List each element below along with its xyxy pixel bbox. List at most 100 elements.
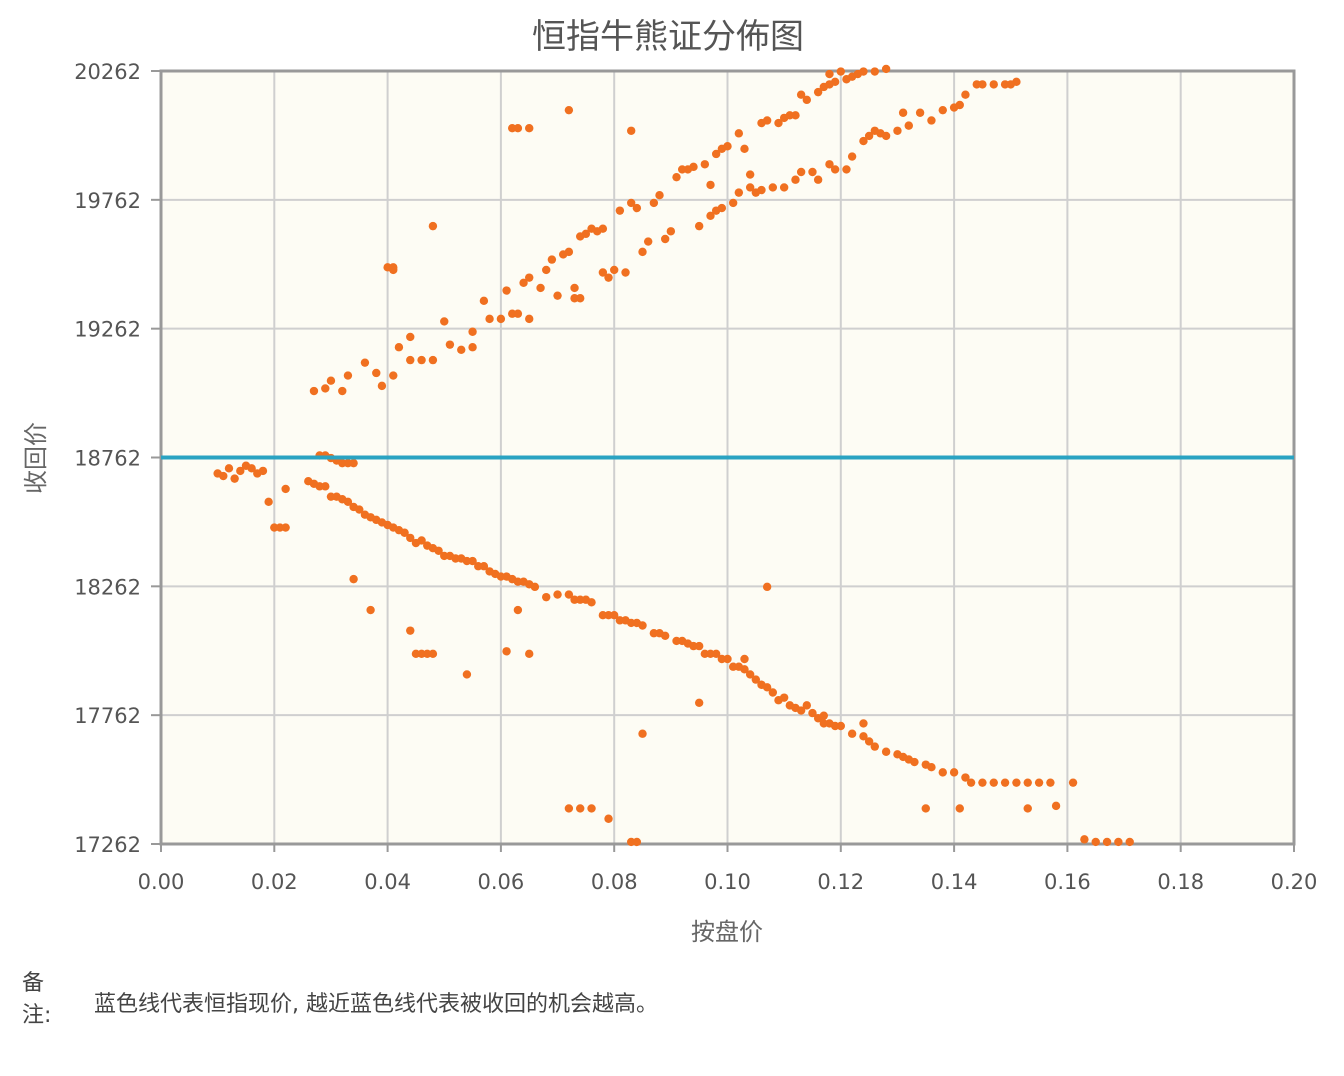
data-point <box>978 778 987 787</box>
data-point <box>632 837 642 847</box>
data-point <box>1102 837 1112 847</box>
data-point <box>349 458 358 468</box>
data-point <box>802 95 812 105</box>
x-tick-label: 0.18 <box>1157 870 1204 894</box>
data-point <box>587 804 596 813</box>
data-point <box>745 670 755 679</box>
data-point <box>921 804 930 813</box>
data-point <box>496 314 506 324</box>
data-point <box>717 203 727 213</box>
data-point <box>1080 835 1089 844</box>
x-tick-label: 0.00 <box>138 870 185 894</box>
data-point <box>955 804 964 813</box>
data-point <box>836 721 845 731</box>
data-point <box>638 621 647 630</box>
data-point <box>779 693 789 702</box>
data-point <box>751 675 761 684</box>
data-point <box>479 296 489 306</box>
data-point <box>898 108 908 117</box>
data-point <box>615 206 625 215</box>
data-point <box>955 100 964 110</box>
x-axis-label: 按盘价 <box>691 918 763 946</box>
x-tick-label: 0.08 <box>591 870 638 894</box>
data-point <box>1068 778 1078 787</box>
data-point <box>434 546 443 555</box>
scatter-chart: 恒指牛熊证分佈图 17262 17762 18262 18762 19262 19762 2… <box>22 17 1318 946</box>
data-point <box>859 719 868 728</box>
data-point <box>1023 778 1032 787</box>
data-point <box>791 175 800 184</box>
data-point <box>502 647 511 656</box>
data-point <box>377 381 387 391</box>
data-point <box>258 466 268 476</box>
data-points <box>213 64 1134 847</box>
data-point <box>643 237 653 246</box>
data-point <box>564 247 574 257</box>
data-point <box>859 67 868 76</box>
x-tick-label: 0.02 <box>251 870 298 894</box>
x-tick-label: 0.20 <box>1271 870 1318 894</box>
data-point <box>530 582 540 592</box>
y-tick-label: 17262 <box>74 833 141 857</box>
data-point <box>706 211 715 221</box>
data-point <box>864 737 874 746</box>
data-point <box>485 314 494 324</box>
x-tick-label: 0.14 <box>931 870 978 894</box>
data-point <box>428 355 438 365</box>
data-point <box>830 77 840 87</box>
data-point <box>762 582 772 592</box>
data-point <box>813 87 823 97</box>
data-point <box>536 283 545 293</box>
data-point <box>1125 837 1134 847</box>
data-point <box>660 234 670 244</box>
data-point <box>564 105 574 115</box>
data-point <box>417 355 426 365</box>
data-point <box>264 497 273 507</box>
data-point <box>462 670 472 679</box>
data-point <box>881 64 891 74</box>
data-point <box>711 149 721 159</box>
data-point <box>621 268 630 277</box>
data-point <box>360 358 370 367</box>
data-point <box>723 654 732 664</box>
data-point <box>1012 77 1021 87</box>
data-point <box>711 649 721 659</box>
data-point <box>728 198 738 208</box>
data-point <box>553 590 562 599</box>
data-point <box>547 255 557 264</box>
data-point <box>394 343 404 352</box>
data-point <box>904 121 913 130</box>
data-point <box>570 283 579 293</box>
data-point <box>610 265 619 275</box>
data-point <box>796 90 806 99</box>
data-point <box>762 116 772 125</box>
data-point <box>389 371 398 380</box>
data-point <box>428 649 438 659</box>
data-point <box>961 90 970 99</box>
data-point <box>457 345 466 354</box>
data-point <box>638 729 647 738</box>
data-point <box>355 505 364 514</box>
data-point <box>519 278 528 288</box>
data-point <box>825 160 834 169</box>
data-point <box>604 814 613 823</box>
data-point <box>910 757 919 767</box>
data-point <box>445 340 455 349</box>
y-axis-ticks: 17262 17762 18262 18762 19262 19762 20262 <box>74 60 161 857</box>
data-point <box>864 131 874 141</box>
data-point <box>825 69 834 79</box>
data-point <box>740 654 749 664</box>
data-point <box>762 683 772 692</box>
data-point <box>406 533 415 543</box>
data-point <box>525 273 534 282</box>
data-point <box>808 167 817 177</box>
data-point <box>700 160 710 169</box>
data-point <box>428 221 438 231</box>
x-tick-label: 0.10 <box>704 870 751 894</box>
data-point <box>938 768 947 777</box>
x-axis-ticks: 0.00 0.02 0.04 0.06 0.08 0.10 0.12 0.14 0.16 0.18… <box>138 844 1318 894</box>
x-tick-label: 0.16 <box>1044 870 1091 894</box>
data-point <box>542 265 551 275</box>
data-point <box>870 742 879 751</box>
data-point <box>1034 778 1044 787</box>
